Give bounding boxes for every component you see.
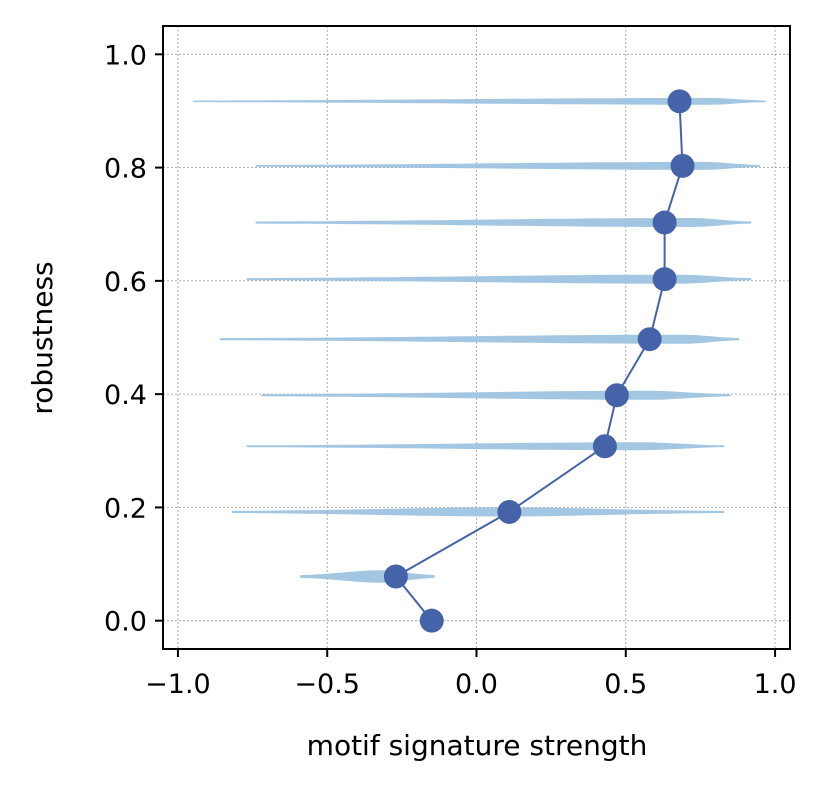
violin-7	[255, 161, 761, 170]
y-tick-label-0: 0.0	[104, 607, 147, 638]
data-point-2	[497, 499, 522, 524]
data-point-0	[419, 608, 444, 633]
data-point-9	[667, 89, 692, 114]
series-line	[394, 101, 684, 622]
violin-1	[231, 507, 725, 517]
data-point-1	[383, 564, 408, 589]
violin-6	[255, 218, 752, 228]
data-line	[394, 101, 684, 622]
x-tick-label-0: −1.0	[145, 669, 211, 700]
violin-0	[300, 570, 435, 583]
violin-4	[219, 334, 740, 344]
violins	[192, 97, 767, 583]
x-tick-label-3: 0.5	[604, 669, 647, 700]
violin-2	[246, 442, 725, 451]
y-axis-label: robustness	[26, 261, 59, 414]
y-tick-label-2: 0.4	[104, 380, 147, 411]
x-tick-label-1: −0.5	[294, 669, 360, 700]
violin-8	[192, 97, 767, 105]
x-axis-ticks: −1.0 −0.5 0.0 0.5 1.0	[145, 649, 797, 700]
violin-3	[261, 390, 731, 400]
x-tick-label-2: 0.0	[455, 669, 498, 700]
data-point-6	[652, 267, 677, 292]
y-tick-label-5: 1.0	[104, 40, 147, 71]
data-point-4	[604, 383, 629, 408]
y-tick-label-4: 0.8	[104, 154, 147, 185]
y-tick-label-3: 0.6	[104, 267, 147, 298]
data-point-7	[652, 210, 677, 235]
data-point-5	[637, 327, 662, 352]
y-tick-label-1: 0.2	[104, 493, 147, 524]
x-tick-label-4: 1.0	[754, 669, 797, 700]
y-axis-ticks: 0.0 0.2 0.4 0.6 0.8 1.0	[104, 40, 163, 638]
violin-5	[246, 274, 752, 284]
x-axis-label: motif signature strength	[307, 729, 648, 762]
data-point-3	[592, 434, 617, 459]
data-point-8	[670, 153, 695, 178]
data-points	[383, 89, 695, 633]
